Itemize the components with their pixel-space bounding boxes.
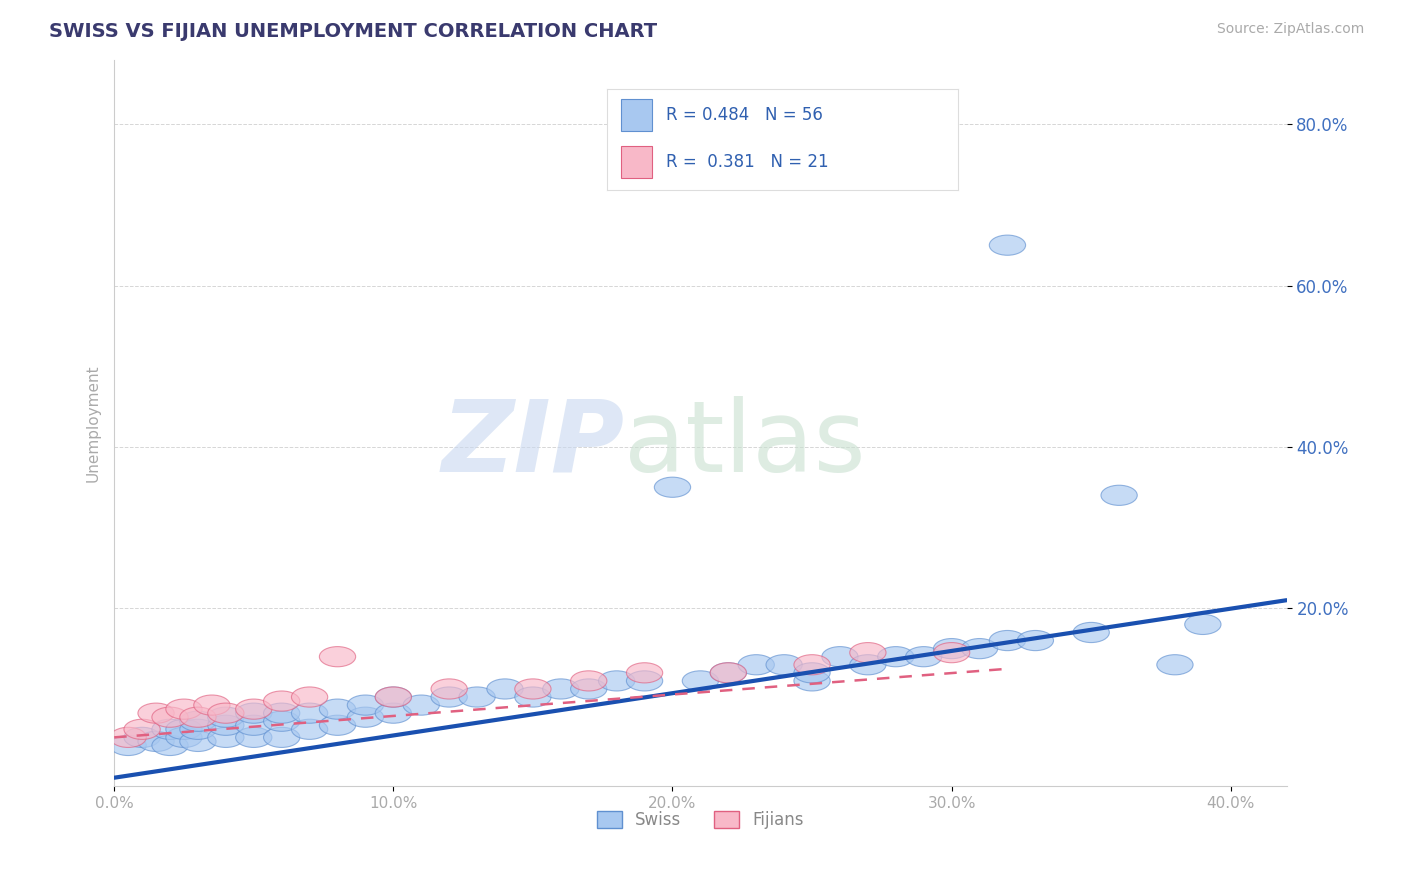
Ellipse shape xyxy=(236,727,271,747)
Ellipse shape xyxy=(515,679,551,699)
Ellipse shape xyxy=(166,699,202,719)
Ellipse shape xyxy=(208,727,245,747)
Ellipse shape xyxy=(319,647,356,667)
Ellipse shape xyxy=(208,703,245,723)
Ellipse shape xyxy=(905,647,942,667)
Ellipse shape xyxy=(1073,623,1109,642)
Ellipse shape xyxy=(710,663,747,683)
Text: ZIP: ZIP xyxy=(441,396,624,493)
Ellipse shape xyxy=(823,647,858,667)
Ellipse shape xyxy=(794,671,830,691)
Ellipse shape xyxy=(166,727,202,747)
Ellipse shape xyxy=(152,719,188,739)
Ellipse shape xyxy=(124,727,160,747)
Ellipse shape xyxy=(794,655,830,675)
Ellipse shape xyxy=(375,687,412,707)
Ellipse shape xyxy=(263,691,299,711)
Ellipse shape xyxy=(110,727,146,747)
Ellipse shape xyxy=(571,671,607,691)
Ellipse shape xyxy=(627,663,662,683)
Text: Source: ZipAtlas.com: Source: ZipAtlas.com xyxy=(1216,22,1364,37)
Ellipse shape xyxy=(208,715,245,735)
Ellipse shape xyxy=(194,695,231,715)
Ellipse shape xyxy=(152,735,188,756)
Ellipse shape xyxy=(990,631,1025,650)
Ellipse shape xyxy=(180,707,217,727)
Ellipse shape xyxy=(263,711,299,731)
Ellipse shape xyxy=(990,235,1025,255)
Ellipse shape xyxy=(766,655,803,675)
Ellipse shape xyxy=(263,703,299,723)
Ellipse shape xyxy=(263,727,299,747)
Ellipse shape xyxy=(375,687,412,707)
Ellipse shape xyxy=(291,703,328,723)
Ellipse shape xyxy=(627,671,662,691)
Ellipse shape xyxy=(877,647,914,667)
Ellipse shape xyxy=(291,719,328,739)
Ellipse shape xyxy=(347,707,384,727)
Ellipse shape xyxy=(138,703,174,723)
Ellipse shape xyxy=(654,477,690,498)
Ellipse shape xyxy=(599,671,634,691)
Ellipse shape xyxy=(934,639,970,658)
Ellipse shape xyxy=(208,707,245,727)
Ellipse shape xyxy=(849,655,886,675)
Ellipse shape xyxy=(138,731,174,751)
Ellipse shape xyxy=(934,642,970,663)
Ellipse shape xyxy=(543,679,579,699)
Ellipse shape xyxy=(124,719,160,739)
Ellipse shape xyxy=(236,699,271,719)
Ellipse shape xyxy=(1185,615,1220,634)
Ellipse shape xyxy=(110,735,146,756)
Ellipse shape xyxy=(432,679,467,699)
Ellipse shape xyxy=(682,671,718,691)
Ellipse shape xyxy=(236,715,271,735)
Ellipse shape xyxy=(794,663,830,683)
Ellipse shape xyxy=(458,687,495,707)
Ellipse shape xyxy=(180,711,217,731)
Ellipse shape xyxy=(404,695,440,715)
Text: SWISS VS FIJIAN UNEMPLOYMENT CORRELATION CHART: SWISS VS FIJIAN UNEMPLOYMENT CORRELATION… xyxy=(49,22,658,41)
Ellipse shape xyxy=(319,699,356,719)
Ellipse shape xyxy=(710,663,747,683)
Ellipse shape xyxy=(180,719,217,739)
Ellipse shape xyxy=(347,695,384,715)
Ellipse shape xyxy=(849,642,886,663)
Ellipse shape xyxy=(180,731,217,751)
Ellipse shape xyxy=(1017,631,1053,650)
Ellipse shape xyxy=(1157,655,1194,675)
Ellipse shape xyxy=(571,679,607,699)
Ellipse shape xyxy=(375,703,412,723)
Ellipse shape xyxy=(432,687,467,707)
Ellipse shape xyxy=(486,679,523,699)
Ellipse shape xyxy=(515,687,551,707)
Ellipse shape xyxy=(738,655,775,675)
Text: atlas: atlas xyxy=(624,396,866,493)
Y-axis label: Unemployment: Unemployment xyxy=(86,364,100,482)
Ellipse shape xyxy=(152,707,188,727)
Ellipse shape xyxy=(291,687,328,707)
Legend: Swiss, Fijians: Swiss, Fijians xyxy=(591,804,811,836)
Ellipse shape xyxy=(166,719,202,739)
Ellipse shape xyxy=(962,639,998,658)
Ellipse shape xyxy=(236,703,271,723)
Ellipse shape xyxy=(319,715,356,735)
Ellipse shape xyxy=(1101,485,1137,506)
